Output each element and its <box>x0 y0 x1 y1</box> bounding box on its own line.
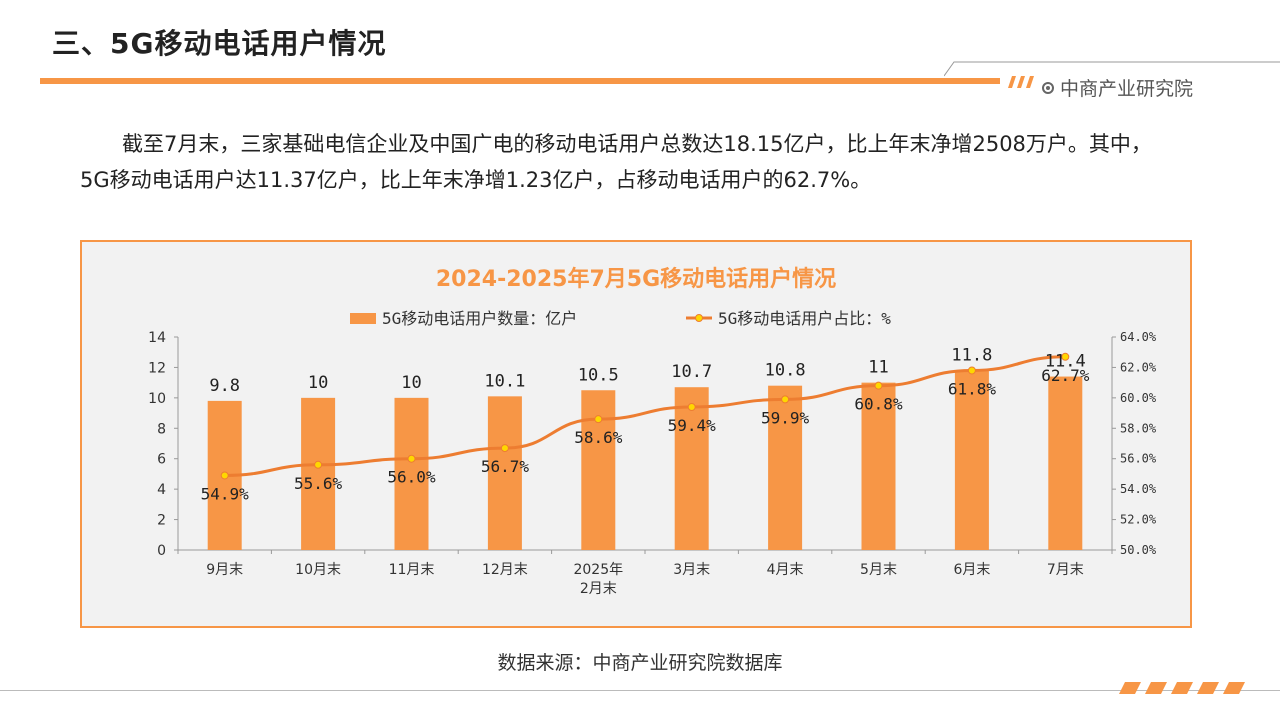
bar-data-label: 10.1 <box>484 371 525 391</box>
y-right-tick-label: 60.0% <box>1120 391 1157 405</box>
x-tick-label: 9月末 <box>206 562 243 578</box>
line-point <box>220 471 229 480</box>
summary-paragraph: 截至7月末，三家基础电信企业及中国广电的移动电话用户总数达18.15亿户，比上年… <box>80 132 1152 192</box>
y-right-tick-label: 56.0% <box>1120 452 1157 466</box>
bar-data-label: 10.5 <box>578 365 619 385</box>
bar <box>394 397 429 550</box>
line-point <box>781 395 790 404</box>
legend-bar-swatch <box>350 313 376 324</box>
line-point <box>594 415 603 424</box>
legend-line-label: 5G移动电话用户占比：% <box>718 309 891 328</box>
y-left-tick-label: 8 <box>157 421 166 437</box>
y-right-tick-label: 62.0% <box>1120 360 1157 374</box>
line-data-label: 61.8% <box>948 379 997 398</box>
brand-label: 中商产业研究院 <box>1042 74 1193 101</box>
line-point <box>407 454 416 463</box>
line-data-label: 54.9% <box>201 484 250 503</box>
x-tick-label: 10月末 <box>295 562 341 578</box>
y-right-tick-label: 50.0% <box>1120 543 1157 557</box>
line-data-label: 59.9% <box>761 408 810 427</box>
bar-data-label: 11 <box>868 358 888 378</box>
bar <box>301 397 336 550</box>
line-data-label: 56.7% <box>481 457 530 476</box>
y-left-tick-label: 0 <box>157 543 166 559</box>
y-left-tick-label: 10 <box>148 391 166 407</box>
y-left-tick-label: 2 <box>157 513 166 529</box>
x-tick-label: 12月末 <box>482 562 528 578</box>
line-point <box>314 460 323 469</box>
x-tick-label: 4月末 <box>767 562 804 578</box>
bar-data-label: 10 <box>308 373 328 393</box>
bar-data-label: 11.4 <box>1045 352 1086 372</box>
line-point <box>1061 352 1070 361</box>
bar <box>674 387 709 550</box>
bar <box>581 390 616 550</box>
header-accent-rule <box>40 78 1000 84</box>
line-point <box>874 381 883 390</box>
line-data-label: 55.6% <box>294 474 343 493</box>
data-source: 数据来源：中商产业研究院数据库 <box>497 652 783 674</box>
x-tick-label: 11月末 <box>389 562 435 578</box>
line-point <box>500 444 509 453</box>
bar-data-label: 10.7 <box>671 362 712 382</box>
x-tick-label: 7月末 <box>1047 562 1084 578</box>
legend-line-marker <box>695 314 703 322</box>
chart-title: 2024-2025年7月5G移动电话用户情况 <box>436 266 836 292</box>
line-data-label: 58.6% <box>574 428 623 447</box>
line-point <box>687 402 696 411</box>
line-data-label: 59.4% <box>668 416 717 435</box>
y-right-tick-label: 64.0% <box>1120 330 1157 344</box>
y-right-tick-label: 52.0% <box>1120 513 1157 527</box>
footer-rule <box>0 690 1280 691</box>
line-point <box>967 366 976 375</box>
bar <box>768 385 803 550</box>
bar <box>861 382 896 550</box>
target-icon <box>1042 81 1054 94</box>
x-tick-label: 5月末 <box>860 562 897 578</box>
chart-panel: 2024-2025年7月5G移动电话用户情况 5G移动电话用户数量：亿户 5G移动电… <box>80 240 1192 628</box>
bar-data-label: 9.8 <box>209 376 240 396</box>
line-data-label: 56.0% <box>387 468 436 487</box>
line-data-label: 62.7% <box>1041 366 1090 385</box>
footer-stripes-icon <box>1119 682 1245 694</box>
combo-chart: 2024-2025年7月5G移动电话用户情况 5G移动电话用户数量：亿户 5G移动电… <box>148 266 1157 597</box>
y-right-tick-label: 54.0% <box>1120 482 1157 496</box>
y-left-tick-label: 12 <box>148 360 166 376</box>
bar-data-label: 10.8 <box>765 361 806 381</box>
bar <box>1048 376 1083 550</box>
bar <box>954 370 989 550</box>
line-data-label: 60.8% <box>854 395 903 414</box>
bar-data-label: 11.8 <box>951 345 992 365</box>
x-tick-label: 2025年 2月末 <box>573 562 623 597</box>
legend-bar-label: 5G移动电话用户数量：亿户 <box>382 309 577 328</box>
x-tick-label: 6月末 <box>953 562 990 578</box>
line-series <box>224 355 1066 477</box>
y-left-tick-label: 6 <box>157 452 166 468</box>
y-right-tick-label: 58.0% <box>1120 421 1157 435</box>
header-stripes-icon <box>1008 76 1034 88</box>
bar <box>487 396 522 550</box>
y-left-tick-label: 14 <box>148 330 166 346</box>
page-title: 三、5G移动电话用户情况 <box>52 27 387 60</box>
bar-data-label: 10 <box>401 373 421 393</box>
x-tick-label: 3月末 <box>673 562 710 578</box>
brand-name: 中商产业研究院 <box>1060 78 1194 100</box>
header-thin-rule <box>944 61 1280 77</box>
y-left-tick-label: 4 <box>157 482 166 498</box>
